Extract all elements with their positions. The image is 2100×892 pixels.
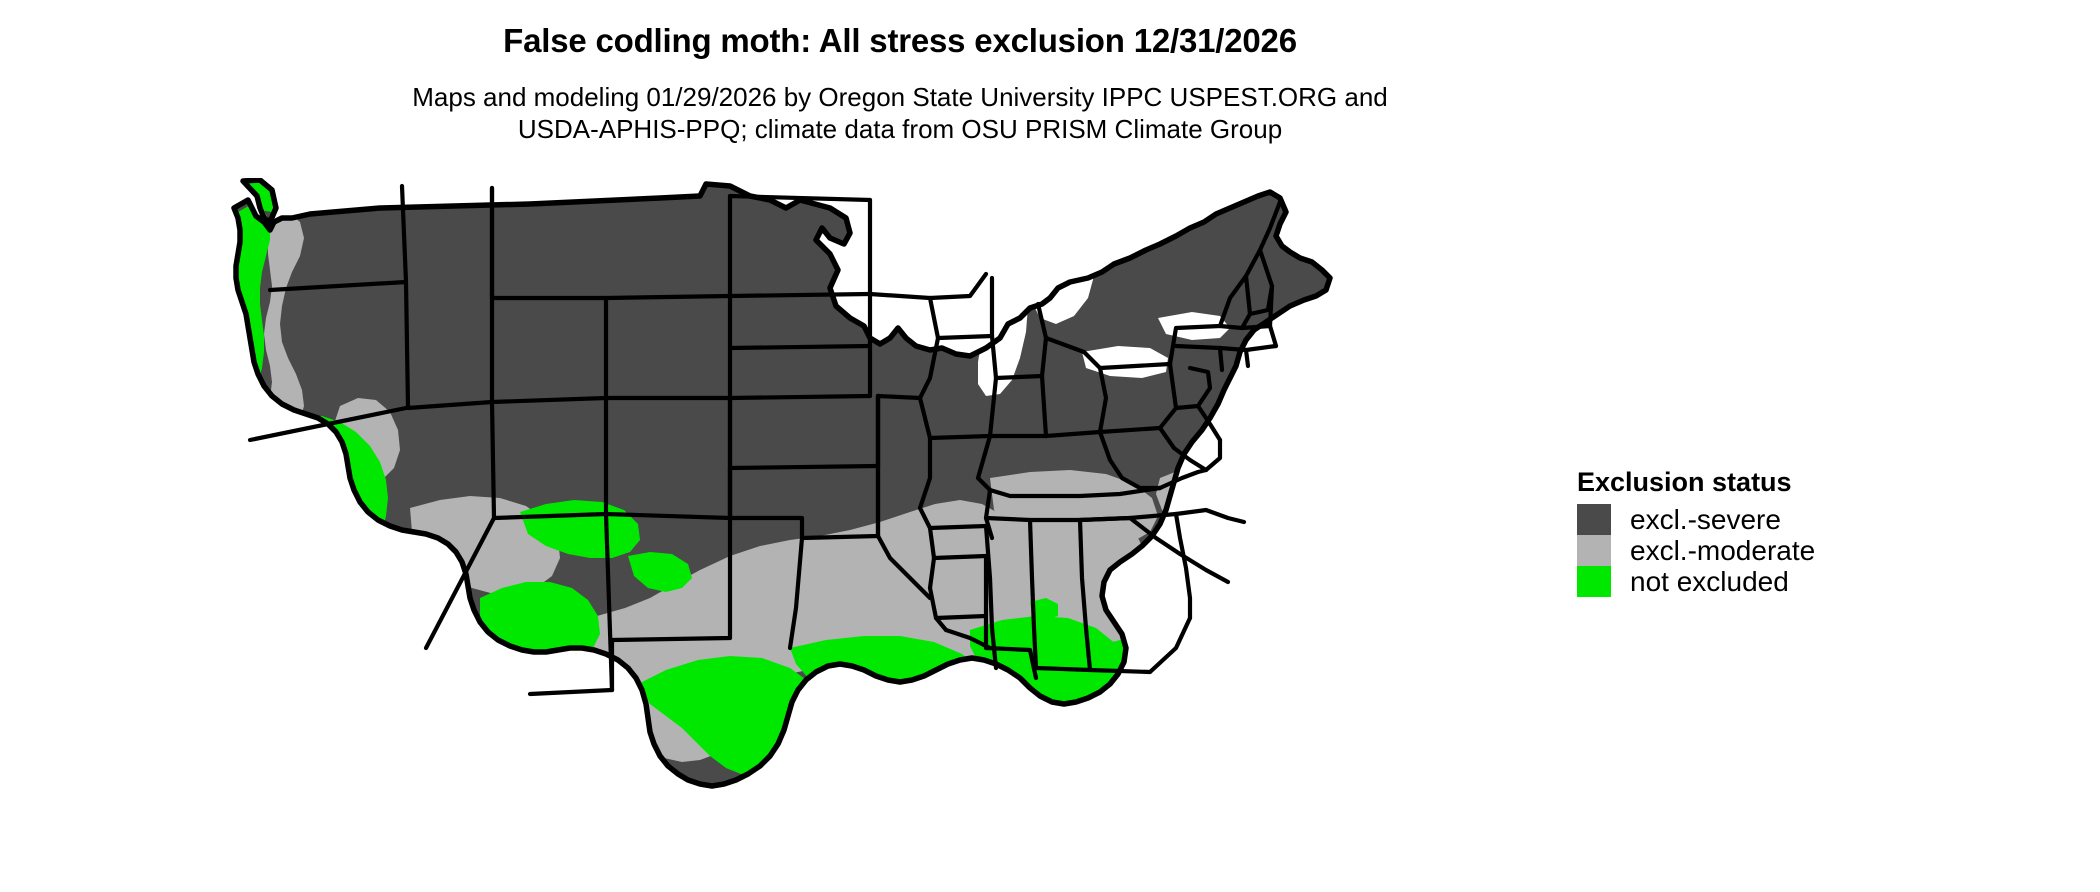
legend-label-excl-moderate: excl.-moderate xyxy=(1630,535,1816,567)
legend-swatch-excl-moderate xyxy=(1577,535,1611,567)
map-raster-layers xyxy=(234,180,1330,786)
legend-item-excl-severe[interactable]: excl.-severe xyxy=(1577,504,1997,536)
page-title: False codling moth: All stress exclusion… xyxy=(503,22,1297,59)
great-lakes xyxy=(886,194,1230,396)
state-boundaries xyxy=(231,178,1333,789)
legend-swatch-not-excluded xyxy=(1577,566,1611,598)
legend-title: Exclusion status xyxy=(1577,467,1792,497)
map-svg xyxy=(231,178,1333,789)
legend-item-not-excluded[interactable]: not excluded xyxy=(1577,566,1997,598)
legend-label-excl-severe: excl.-severe xyxy=(1630,504,1781,536)
us-exclusion-map xyxy=(230,178,1550,878)
map-legend: Exclusion status excl.-severe excl.-mode… xyxy=(1577,467,1997,598)
legend-swatch-excl-severe xyxy=(1577,504,1611,536)
legend-rows: excl.-severe excl.-moderate not excluded xyxy=(1577,504,1997,598)
legend-label-not-excluded: not excluded xyxy=(1630,566,1789,598)
subtitle-line-2: USDA-APHIS-PPQ; climate data from OSU PR… xyxy=(517,114,1283,144)
legend-item-excl-moderate[interactable]: excl.-moderate xyxy=(1577,535,1997,567)
subtitle-line-1: Maps and modeling 01/29/2026 by Oregon S… xyxy=(412,82,1388,112)
